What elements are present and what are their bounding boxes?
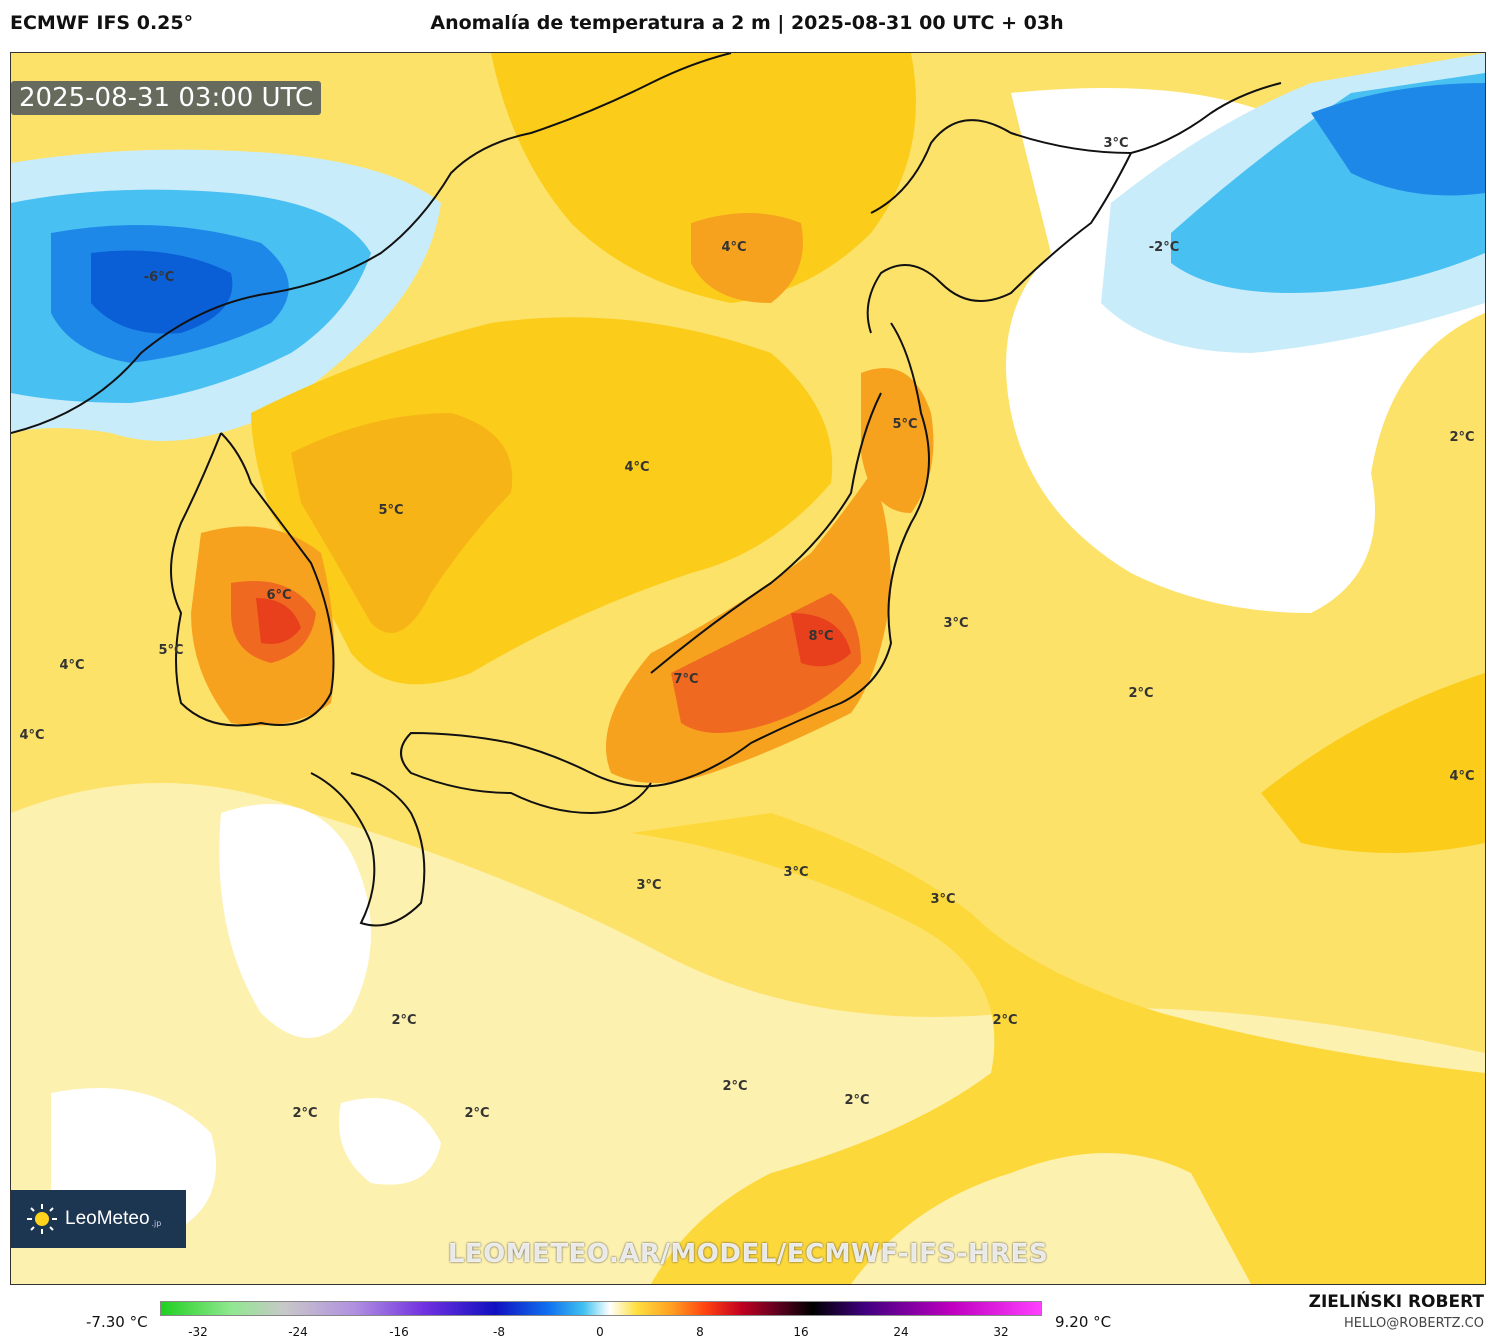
valid-time-badge: 2025-08-31 03:00 UTC (11, 81, 322, 115)
coastline-mainland (11, 53, 732, 434)
author-name: ZIELIŃSKI ROBERT (1308, 1292, 1484, 1312)
colorbar-tick: -8 (493, 1325, 505, 1339)
anomaly-map: -6°C 4°C 3°C -2°C 5°C 4°C 5°C 2°C 6°C 4°… (11, 53, 1485, 1284)
colorbar-tick: -24 (288, 1325, 308, 1339)
contour-label: -6°C (144, 270, 174, 285)
contour-label: 3°C (930, 892, 955, 907)
contour-label: 4°C (19, 728, 44, 743)
contour-label: 3°C (1103, 136, 1128, 151)
contour-label: 2°C (391, 1013, 416, 1028)
colorbar-tick: -16 (389, 1325, 409, 1339)
japan-warm (606, 473, 891, 783)
contour-label: 2°C (292, 1106, 317, 1121)
logo[interactable]: LeoMeteo .jp (11, 1190, 186, 1248)
colorbar-min-label: -7.30 °C (86, 1313, 148, 1331)
coastline-honshu (400, 322, 930, 815)
korea-veryhot (256, 598, 301, 644)
contour-label: 5°C (378, 503, 403, 518)
colorbar-tick: 32 (993, 1325, 1009, 1339)
colorbar-tick: 0 (596, 1325, 604, 1339)
contour-label: 7°C (673, 672, 698, 687)
japan-veryhot (791, 613, 851, 667)
contour-label: 2°C (722, 1079, 747, 1094)
contour-label: 8°C (808, 629, 833, 644)
warmer-region-sea (291, 413, 513, 633)
model-name: ECMWF IFS 0.25° (10, 12, 194, 34)
neutral-region-s (339, 1098, 441, 1185)
colorbar (160, 1301, 1042, 1316)
contour-label: 5°C (892, 417, 917, 432)
colder-region-ne (1311, 83, 1485, 196)
tohoku-warm (861, 368, 934, 513)
warmer-patch-north (691, 213, 803, 303)
coastline-kyushu (310, 772, 426, 927)
contour-label: 2°C (844, 1093, 869, 1108)
watermark-url: LEOMETEO.AR/MODEL/ECMWF-IFS-HRES (447, 1239, 1049, 1269)
neutral-region-sw (219, 804, 371, 1038)
colorbar-tick: 24 (893, 1325, 909, 1339)
map-title: Anomalía de temperatura a 2 m | 2025-08-… (430, 12, 1064, 34)
contour-label: 5°C (158, 643, 183, 658)
contour-label: -2°C (1149, 240, 1179, 255)
colorbar-max-label: 9.20 °C (1055, 1313, 1112, 1331)
contour-label: 3°C (943, 616, 968, 631)
author-email[interactable]: HELLO@ROBERTZ.CO (1343, 1316, 1484, 1331)
contour-label: 3°C (636, 878, 661, 893)
contour-label: 4°C (721, 240, 746, 255)
coldest-region-nw (91, 250, 233, 334)
coastline-hokkaido (866, 82, 1282, 334)
coastline-korea (170, 432, 335, 727)
contour-label: 2°C (1449, 430, 1474, 445)
contour-label: 4°C (624, 460, 649, 475)
warm-patch-south (631, 813, 1485, 1284)
contour-label: 2°C (1128, 686, 1153, 701)
warm-patch-east (1261, 673, 1485, 853)
contour-label: 3°C (783, 865, 808, 880)
contour-label: 4°C (59, 658, 84, 673)
contour-label: 4°C (1449, 769, 1474, 784)
contour-label: 2°C (992, 1013, 1017, 1028)
warm-region-north (491, 53, 916, 303)
logo-text: LeoMeteo (65, 1208, 150, 1229)
colorbar-tick: 16 (793, 1325, 809, 1339)
sun-icon (27, 1204, 57, 1234)
map-frame: -6°C 4°C 3°C -2°C 5°C 4°C 5°C 2°C 6°C 4°… (10, 52, 1486, 1285)
colorbar-tick: -32 (188, 1325, 208, 1339)
colorbar-tick: 8 (696, 1325, 704, 1339)
contour-label: 6°C (266, 588, 291, 603)
logo-suffix: .jp (151, 1218, 162, 1228)
contour-label: 2°C (464, 1106, 489, 1121)
